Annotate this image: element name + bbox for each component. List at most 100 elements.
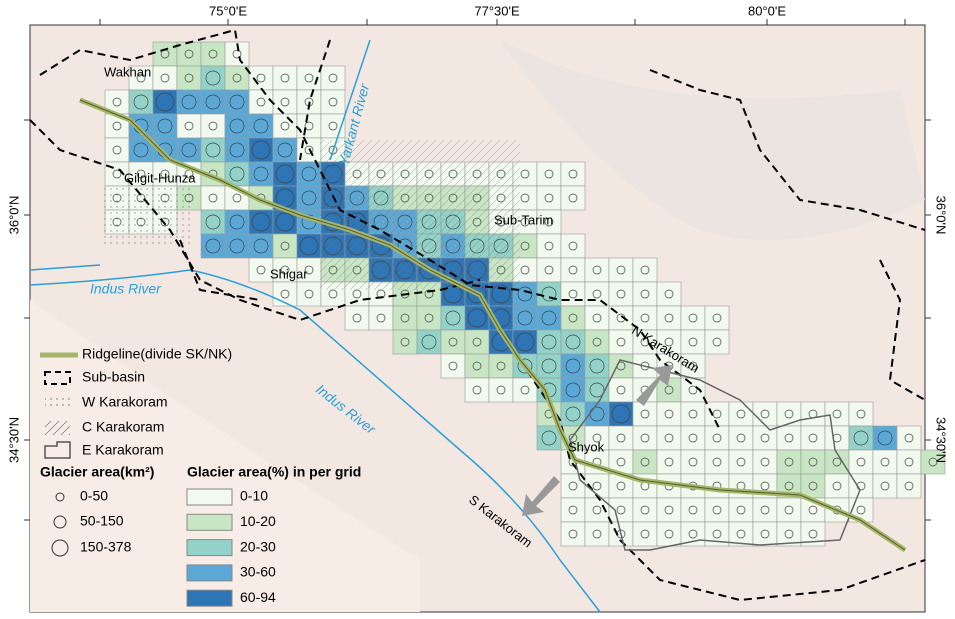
grid-symbol bbox=[565, 358, 581, 374]
place-label: Shigar bbox=[270, 266, 308, 281]
grid-symbol bbox=[568, 241, 578, 251]
grid-cell bbox=[440, 329, 466, 355]
size-label: 0-50 bbox=[80, 488, 108, 504]
grid-cell bbox=[272, 281, 298, 307]
grid-cell bbox=[200, 65, 226, 91]
grid-symbol bbox=[616, 481, 626, 491]
grid-cell bbox=[896, 449, 922, 475]
grid-symbol bbox=[328, 121, 338, 131]
grid-symbol bbox=[133, 142, 149, 158]
grid-symbol bbox=[541, 310, 557, 326]
grid-symbol bbox=[112, 169, 122, 179]
grid-symbol bbox=[256, 97, 266, 107]
grid-symbol bbox=[568, 481, 578, 491]
grid-symbol bbox=[376, 313, 386, 323]
size-label: 150-378 bbox=[80, 539, 132, 555]
grid-cell bbox=[896, 425, 922, 451]
grid-cell bbox=[656, 425, 682, 451]
grid-cell bbox=[416, 329, 442, 355]
grid-symbol bbox=[688, 433, 698, 443]
grid-cell bbox=[632, 281, 658, 307]
grid-symbol bbox=[736, 529, 746, 539]
grid-cell bbox=[560, 233, 586, 259]
grid-cell bbox=[680, 401, 706, 427]
grid-cell bbox=[224, 89, 250, 115]
grid-symbol bbox=[832, 409, 842, 419]
grid-symbol bbox=[640, 529, 650, 539]
grid-cell bbox=[200, 209, 226, 235]
grid-symbol bbox=[275, 164, 295, 184]
grid-cell bbox=[200, 113, 226, 139]
e-karakoram bbox=[569, 359, 861, 551]
grid-cell bbox=[440, 305, 466, 331]
pct-swatch bbox=[186, 513, 233, 531]
grid-symbol bbox=[280, 241, 290, 251]
grid-cell bbox=[104, 137, 130, 163]
grid-cell bbox=[824, 401, 850, 427]
grid-symbol bbox=[136, 73, 146, 83]
grid-cell bbox=[176, 113, 202, 139]
grid-symbol bbox=[253, 166, 269, 182]
grid-cell bbox=[656, 497, 682, 523]
grid-symbol bbox=[280, 289, 290, 299]
grid-symbol bbox=[616, 337, 626, 347]
grid-cell bbox=[632, 449, 658, 475]
arrow-north bbox=[636, 365, 672, 406]
grid-cell bbox=[320, 89, 346, 115]
grid-symbol bbox=[712, 313, 722, 323]
arrow-south bbox=[522, 476, 560, 516]
grid-cell bbox=[656, 449, 682, 475]
legend: Ridgeline(divide SK/NK) Sub-basin W Kara… bbox=[40, 346, 361, 607]
grid-symbol bbox=[736, 505, 746, 515]
grid-cell bbox=[272, 161, 298, 187]
grid-cell bbox=[632, 257, 658, 283]
grid-cell bbox=[848, 401, 874, 427]
grid-cell bbox=[464, 353, 490, 379]
grid-symbol bbox=[592, 433, 602, 443]
grid-cell bbox=[728, 449, 754, 475]
grid-symbol bbox=[205, 94, 221, 110]
grid-symbol bbox=[352, 313, 362, 323]
grid-cell bbox=[560, 521, 586, 547]
grid-cell bbox=[392, 305, 418, 331]
grid-symbol bbox=[280, 97, 290, 107]
grid-cell bbox=[560, 353, 586, 379]
lon-label: 75°0'E bbox=[209, 3, 247, 18]
grid-symbol bbox=[496, 361, 506, 371]
grid-symbol bbox=[856, 409, 866, 419]
grid-symbol bbox=[565, 334, 581, 350]
size-symbol bbox=[51, 539, 69, 557]
grid-symbol bbox=[275, 212, 295, 232]
grid-cell bbox=[584, 257, 610, 283]
grid-symbol bbox=[304, 121, 314, 131]
grid-symbol bbox=[784, 433, 794, 443]
grid-cell bbox=[632, 521, 658, 547]
grid-cell bbox=[296, 281, 322, 307]
grid-cell bbox=[512, 305, 538, 331]
grid-cell bbox=[752, 449, 778, 475]
grid-cell bbox=[848, 449, 874, 475]
grid-symbol bbox=[616, 265, 626, 275]
grid-cell bbox=[584, 353, 610, 379]
grid-cell bbox=[248, 257, 274, 283]
grid-cell bbox=[560, 377, 586, 403]
grid-cell bbox=[824, 425, 850, 451]
pct-swatch bbox=[186, 488, 233, 506]
grid-symbol bbox=[688, 457, 698, 467]
grid-symbol bbox=[784, 481, 794, 491]
grid-cell bbox=[656, 521, 682, 547]
grid-symbol bbox=[832, 481, 842, 491]
grid-cell bbox=[536, 185, 562, 211]
grid-symbol bbox=[592, 289, 602, 299]
grid-symbol bbox=[400, 337, 410, 347]
grid-cell bbox=[416, 305, 442, 331]
grid-symbol bbox=[520, 169, 530, 179]
grid-symbol bbox=[853, 430, 869, 446]
grid-symbol bbox=[736, 433, 746, 443]
grid-cell bbox=[296, 113, 322, 139]
grid-symbol bbox=[112, 121, 122, 131]
grid-symbol bbox=[544, 265, 554, 275]
grid-cell bbox=[896, 473, 922, 499]
grid-symbol bbox=[856, 505, 866, 515]
grid-cell bbox=[680, 377, 706, 403]
